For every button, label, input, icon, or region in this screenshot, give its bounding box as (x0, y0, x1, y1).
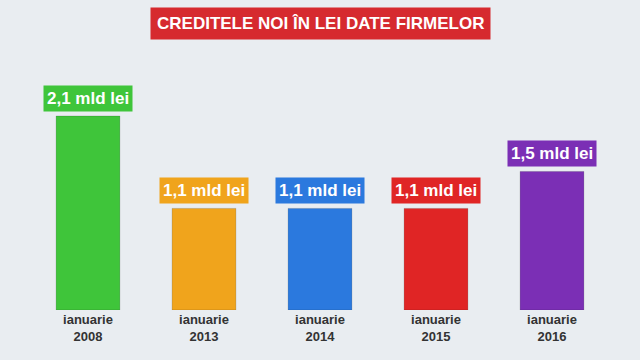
svg-text:1,5 mld lei: 1,5 mld lei (511, 144, 593, 163)
svg-text:1,1 mld lei: 1,1 mld lei (163, 181, 245, 200)
svg-text:ianuarie2015: ianuarie2015 (411, 312, 461, 344)
svg-text:ianuarie2016: ianuarie2016 (527, 312, 577, 344)
svg-text:ianuarie2013: ianuarie2013 (179, 312, 229, 344)
svg-text:1,1 mld lei: 1,1 mld lei (395, 181, 477, 200)
svg-text:2,1 mld lei: 2,1 mld lei (47, 89, 129, 108)
svg-text:1,1 mld lei: 1,1 mld lei (279, 181, 361, 200)
svg-text:ianuarie2014: ianuarie2014 (295, 312, 345, 344)
svg-text:CREDITELE NOI ÎN LEI DATE FIRM: CREDITELE NOI ÎN LEI DATE FIRMELOR (157, 14, 484, 33)
svg-text:ianuarie2008: ianuarie2008 (63, 312, 113, 344)
